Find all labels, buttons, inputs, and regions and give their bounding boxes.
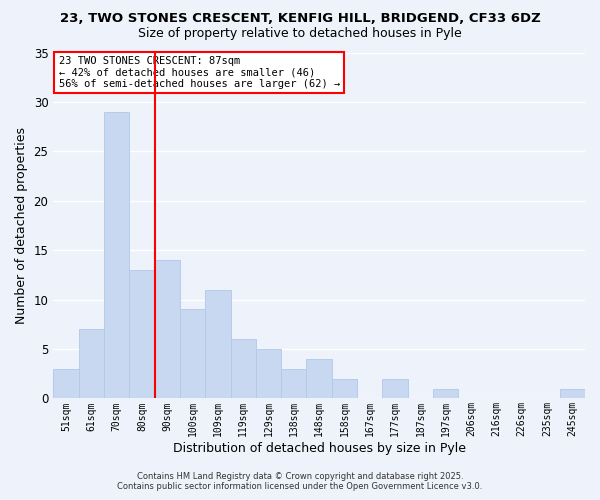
Bar [129,270,155,398]
Text: 23 TWO STONES CRESCENT: 87sqm
← 42% of detached houses are smaller (46)
56% of s: 23 TWO STONES CRESCENT: 87sqm ← 42% of d… [59,56,340,89]
X-axis label: Distribution of detached houses by size in Pyle: Distribution of detached houses by size … [173,442,466,455]
Text: Contains HM Land Registry data © Crown copyright and database right 2025.
Contai: Contains HM Land Registry data © Crown c… [118,472,482,491]
Bar [79,329,104,398]
Bar [256,349,281,399]
Y-axis label: Number of detached properties: Number of detached properties [15,127,28,324]
Bar [332,378,357,398]
Bar [433,388,458,398]
Bar [180,310,205,398]
Text: 23, TWO STONES CRESCENT, KENFIG HILL, BRIDGEND, CF33 6DZ: 23, TWO STONES CRESCENT, KENFIG HILL, BR… [59,12,541,26]
Bar [230,339,256,398]
Bar [307,359,332,399]
Text: Size of property relative to detached houses in Pyle: Size of property relative to detached ho… [138,28,462,40]
Bar [104,112,129,399]
Bar [53,369,79,398]
Bar [155,260,180,398]
Bar [205,290,230,399]
Bar [281,369,307,398]
Bar [382,378,408,398]
Bar [560,388,585,398]
